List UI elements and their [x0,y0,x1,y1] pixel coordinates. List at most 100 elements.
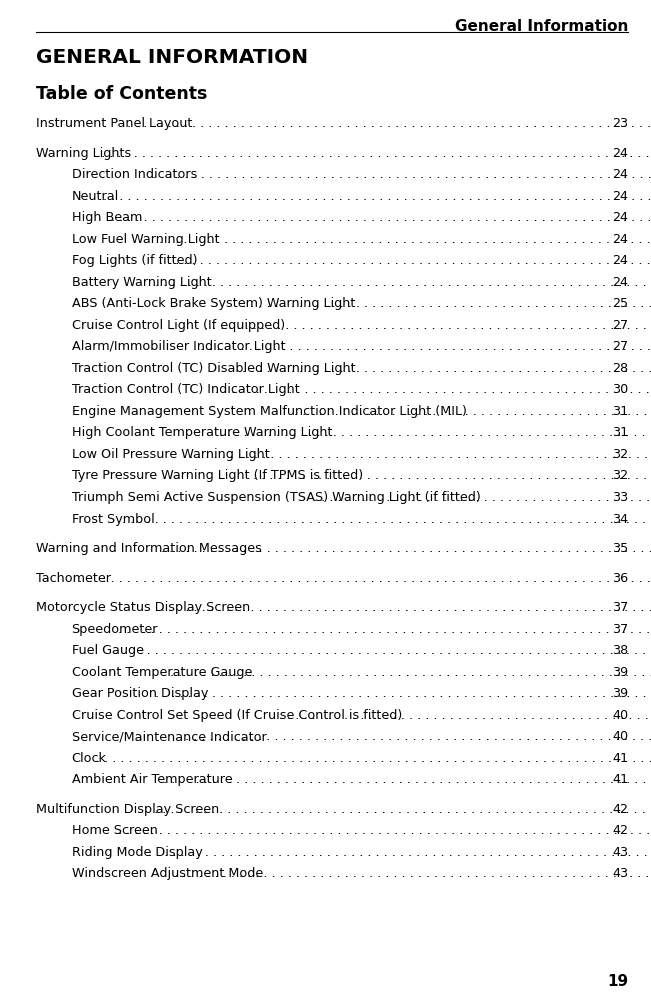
Text: . . . . . . . . . . . . . . . . . . . . . . . . . . . . . . . . . . . . . . . . : . . . . . . . . . . . . . . . . . . . . … [148,846,651,859]
Text: Gear Position Display: Gear Position Display [72,687,208,700]
Text: Coolant Temperature Gauge: Coolant Temperature Gauge [72,666,252,679]
Text: 19: 19 [607,974,628,989]
Text: . . . . . . . . . . . . . . . . . . . . . . . . . . . . . . . . . . . . . . . . : . . . . . . . . . . . . . . . . . . . . … [253,469,651,482]
Text: Fog Lights (if fitted): Fog Lights (if fitted) [72,254,197,267]
Text: 23: 23 [612,117,628,130]
Text: Multifunction Display Screen: Multifunction Display Screen [36,803,219,816]
Text: . . . . . . . . . . . . . . . . . . . . . . . . . . . . . . . . . . . . . . . . : . . . . . . . . . . . . . . . . . . . . … [118,623,651,636]
Text: Frost Symbol: Frost Symbol [72,513,154,526]
Text: Alarm/Immobiliser Indicator Light: Alarm/Immobiliser Indicator Light [72,340,285,353]
Text: . . . . . . . . . . . . . . . . . . . . . . . . . . . . . . . . . . . . . . . . : . . . . . . . . . . . . . . . . . . . . … [171,666,651,679]
Text: 24: 24 [612,211,628,224]
Text: Triumph Semi Active Suspension (TSAS) Warning Light (if fitted): Triumph Semi Active Suspension (TSAS) Wa… [72,490,480,504]
Text: Instrument Panel Layout: Instrument Panel Layout [36,117,192,130]
Text: Motorcycle Status Display Screen: Motorcycle Status Display Screen [36,601,250,614]
Text: Battery Warning Light: Battery Warning Light [72,275,212,288]
Text: 42: 42 [612,824,628,837]
Text: . . . . . . . . . . . . . . . . . . . . . . . . . . . . . . . . . . . . . . . . : . . . . . . . . . . . . . . . . . . . . … [201,340,651,353]
Text: Tachometer: Tachometer [36,572,111,585]
Text: . . . . . . . . . . . . . . . . . . . . . . . . . . . . . . . . . . . . . . . . : . . . . . . . . . . . . . . . . . . . . … [156,687,651,700]
Text: . . . . . . . . . . . . . . . . . . . . . . . . . . . . . . . . . . . . . . . . : . . . . . . . . . . . . . . . . . . . . … [189,447,651,460]
Text: 27: 27 [612,340,628,353]
Text: Riding Mode Display: Riding Mode Display [72,846,202,859]
Text: Traction Control (TC) Indicator Light: Traction Control (TC) Indicator Light [72,383,299,396]
Text: . . . . . . . . . . . . . . . . . . . . . . . . . . . . . . . . . . . . . . . . : . . . . . . . . . . . . . . . . . . . . … [215,383,651,396]
Text: 34: 34 [612,513,628,526]
Text: 24: 24 [612,146,628,159]
Text: 24: 24 [612,189,628,202]
Text: 37: 37 [612,601,628,614]
Text: 41: 41 [612,773,628,786]
Text: . . . . . . . . . . . . . . . . . . . . . . . . . . . . . . . . . . . . . . . . : . . . . . . . . . . . . . . . . . . . . … [204,318,651,331]
Text: Engine Management System Malfunction Indicator Light (MIL): Engine Management System Malfunction Ind… [72,404,467,417]
Text: Service/Maintenance Indicator: Service/Maintenance Indicator [72,730,266,743]
Text: Neutral: Neutral [72,189,119,202]
Text: High Beam: High Beam [72,211,142,224]
Text: 32: 32 [612,469,628,482]
Text: 37: 37 [612,623,628,636]
Text: . . . . . . . . . . . . . . . . . . . . . . . . . . . . . . . . . . . . . . . . : . . . . . . . . . . . . . . . . . . . . … [146,803,651,816]
Text: Traction Control (TC) Disabled Warning Light: Traction Control (TC) Disabled Warning L… [72,361,355,374]
Text: . . . . . . . . . . . . . . . . . . . . . . . . . . . . . . . . . . . . . . . . : . . . . . . . . . . . . . . . . . . . . … [294,404,651,417]
Text: 43: 43 [612,846,628,859]
Text: 24: 24 [612,275,628,288]
Text: . . . . . . . . . . . . . . . . . . . . . . . . . . . . . . . . . . . . . . . . : . . . . . . . . . . . . . . . . . . . . … [312,490,651,504]
Text: 25: 25 [612,297,628,310]
Text: 28: 28 [612,361,628,374]
Text: . . . . . . . . . . . . . . . . . . . . . . . . . . . . . . . . . . . . . . . . : . . . . . . . . . . . . . . . . . . . . … [94,146,651,159]
Text: . . . . . . . . . . . . . . . . . . . . . . . . . . . . . . . . . . . . . . . . : . . . . . . . . . . . . . . . . . . . . … [163,773,651,786]
Text: . . . . . . . . . . . . . . . . . . . . . . . . . . . . . . . . . . . . . . . . : . . . . . . . . . . . . . . . . . . . . … [103,189,651,202]
Text: . . . . . . . . . . . . . . . . . . . . . . . . . . . . . . . . . . . . . . . . : . . . . . . . . . . . . . . . . . . . . … [161,542,651,555]
Text: Fuel Gauge: Fuel Gauge [72,644,144,657]
Text: 32: 32 [612,447,628,460]
Text: 30: 30 [612,383,628,396]
Text: . . . . . . . . . . . . . . . . . . . . . . . . . . . . . . . . . . . . . . . . : . . . . . . . . . . . . . . . . . . . . … [219,426,651,439]
Text: 40: 40 [612,709,628,722]
Text: Warning and Information Messages: Warning and Information Messages [36,542,262,555]
Text: . . . . . . . . . . . . . . . . . . . . . . . . . . . . . . . . . . . . . . . . : . . . . . . . . . . . . . . . . . . . . … [242,361,651,374]
Text: 33: 33 [612,490,628,504]
Text: 40: 40 [612,730,628,743]
Text: . . . . . . . . . . . . . . . . . . . . . . . . . . . . . . . . . . . . . . . . : . . . . . . . . . . . . . . . . . . . . … [156,275,651,288]
Text: . . . . . . . . . . . . . . . . . . . . . . . . . . . . . . . . . . . . . . . . : . . . . . . . . . . . . . . . . . . . . … [159,232,651,245]
Text: Windscreen Adjustment Mode: Windscreen Adjustment Mode [72,867,263,880]
Text: . . . . . . . . . . . . . . . . . . . . . . . . . . . . . . . . . . . . . . . . : . . . . . . . . . . . . . . . . . . . . … [115,644,651,657]
Text: Tyre Pressure Warning Light (If TPMS is fitted): Tyre Pressure Warning Light (If TPMS is … [72,469,363,482]
Text: Cruise Control Light (If equipped): Cruise Control Light (If equipped) [72,318,284,331]
Text: GENERAL INFORMATION: GENERAL INFORMATION [36,48,308,67]
Text: 35: 35 [612,542,628,555]
Text: Low Oil Pressure Warning Light: Low Oil Pressure Warning Light [72,447,270,460]
Text: 24: 24 [612,232,628,245]
Text: 31: 31 [612,426,628,439]
Text: Home Screen: Home Screen [72,824,158,837]
Text: Clock: Clock [72,752,107,765]
Text: 31: 31 [612,404,628,417]
Text: 41: 41 [612,752,628,765]
Text: . . . . . . . . . . . . . . . . . . . . . . . . . . . . . . . . . . . . . . . . : . . . . . . . . . . . . . . . . . . . . … [118,824,651,837]
Text: . . . . . . . . . . . . . . . . . . . . . . . . . . . . . . . . . . . . . . . . : . . . . . . . . . . . . . . . . . . . . … [161,601,651,614]
Text: Low Fuel Warning Light: Low Fuel Warning Light [72,232,219,245]
Text: . . . . . . . . . . . . . . . . . . . . . . . . . . . . . . . . . . . . . . . . : . . . . . . . . . . . . . . . . . . . . … [127,117,651,130]
Text: . . . . . . . . . . . . . . . . . . . . . . . . . . . . . . . . . . . . . . . . : . . . . . . . . . . . . . . . . . . . . … [122,513,651,526]
Text: . . . . . . . . . . . . . . . . . . . . . . . . . . . . . . . . . . . . . . . . : . . . . . . . . . . . . . . . . . . . . … [111,211,651,224]
Text: . . . . . . . . . . . . . . . . . . . . . . . . . . . . . . . . . . . . . . . . : . . . . . . . . . . . . . . . . . . . . … [159,254,651,267]
Text: 24: 24 [612,168,628,181]
Text: 42: 42 [612,803,628,816]
Text: . . . . . . . . . . . . . . . . . . . . . . . . . . . . . . . . . . . . . . . . : . . . . . . . . . . . . . . . . . . . . … [78,572,651,585]
Text: 24: 24 [612,254,628,267]
Text: 36: 36 [612,572,628,585]
Text: Speedometer: Speedometer [72,623,158,636]
Text: General Information: General Information [455,19,628,33]
Text: Table of Contents: Table of Contents [36,85,207,103]
Text: 43: 43 [612,867,628,880]
Text: . . . . . . . . . . . . . . . . . . . . . . . . . . . . . . . . . . . . . . . . : . . . . . . . . . . . . . . . . . . . . … [234,297,651,310]
Text: . . . . . . . . . . . . . . . . . . . . . . . . . . . . . . . . . . . . . . . . : . . . . . . . . . . . . . . . . . . . . … [186,730,651,743]
Text: ABS (Anti-Lock Brake System) Warning Light: ABS (Anti-Lock Brake System) Warning Lig… [72,297,355,310]
Text: . . . . . . . . . . . . . . . . . . . . . . . . . . . . . . . . . . . . . . . . : . . . . . . . . . . . . . . . . . . . . … [279,709,651,722]
Text: . . . . . . . . . . . . . . . . . . . . . . . . . . . . . . . . . . . . . . . . : . . . . . . . . . . . . . . . . . . . . … [174,867,651,880]
Text: 38: 38 [612,644,628,657]
Text: Ambient Air Temperature: Ambient Air Temperature [72,773,232,786]
Text: . . . . . . . . . . . . . . . . . . . . . . . . . . . . . . . . . . . . . . . . : . . . . . . . . . . . . . . . . . . . . … [152,168,651,181]
Text: . . . . . . . . . . . . . . . . . . . . . . . . . . . . . . . . . . . . . . . . : . . . . . . . . . . . . . . . . . . . . … [96,752,651,765]
Text: Direction Indicators: Direction Indicators [72,168,197,181]
